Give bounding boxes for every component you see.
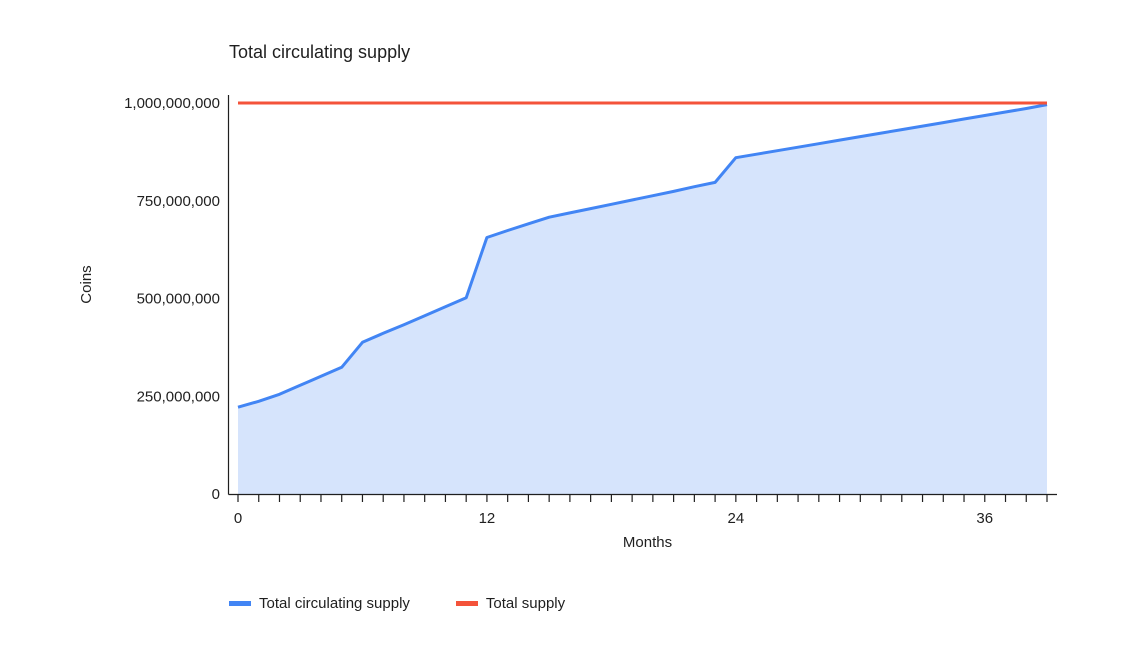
y-tick-label: 250,000,000 [137, 388, 220, 405]
line-layer [237, 101, 1048, 409]
x-tick-label: 0 [234, 510, 242, 527]
legend: Total circulating supply Total supply [229, 595, 611, 612]
x-tick-label: 36 [976, 510, 993, 527]
x-tick-label: 24 [728, 510, 745, 527]
y-tick-label: 750,000,000 [137, 193, 220, 210]
legend-swatch-circulating [229, 601, 251, 606]
area-layer [238, 104, 1047, 494]
y-tick-label: 0 [212, 486, 220, 503]
x-axis-title: Months [623, 534, 672, 551]
series-line-circulating [237, 103, 1048, 409]
legend-label-total: Total supply [485, 595, 566, 612]
y-axis-title: Coins [78, 265, 95, 303]
legend-label-circulating: Total circulating supply [259, 595, 410, 612]
label-layer: 0 12 24 36 0 250,000,000 500,000,000 750,000,00… [78, 95, 993, 551]
chart-title: Total circulating supply [229, 42, 411, 62]
y-tick-label: 500,000,000 [137, 291, 220, 308]
x-tick-label: 12 [479, 510, 496, 527]
legend-item-total: Total supply [455, 595, 566, 612]
axis-layer [227, 95, 1057, 502]
y-tick-label: 1,000,000,000 [124, 95, 220, 112]
series-area-circulating [238, 104, 1047, 494]
legend-swatch-total [455, 601, 478, 606]
legend-item-circulating: Total circulating supply [229, 595, 410, 612]
